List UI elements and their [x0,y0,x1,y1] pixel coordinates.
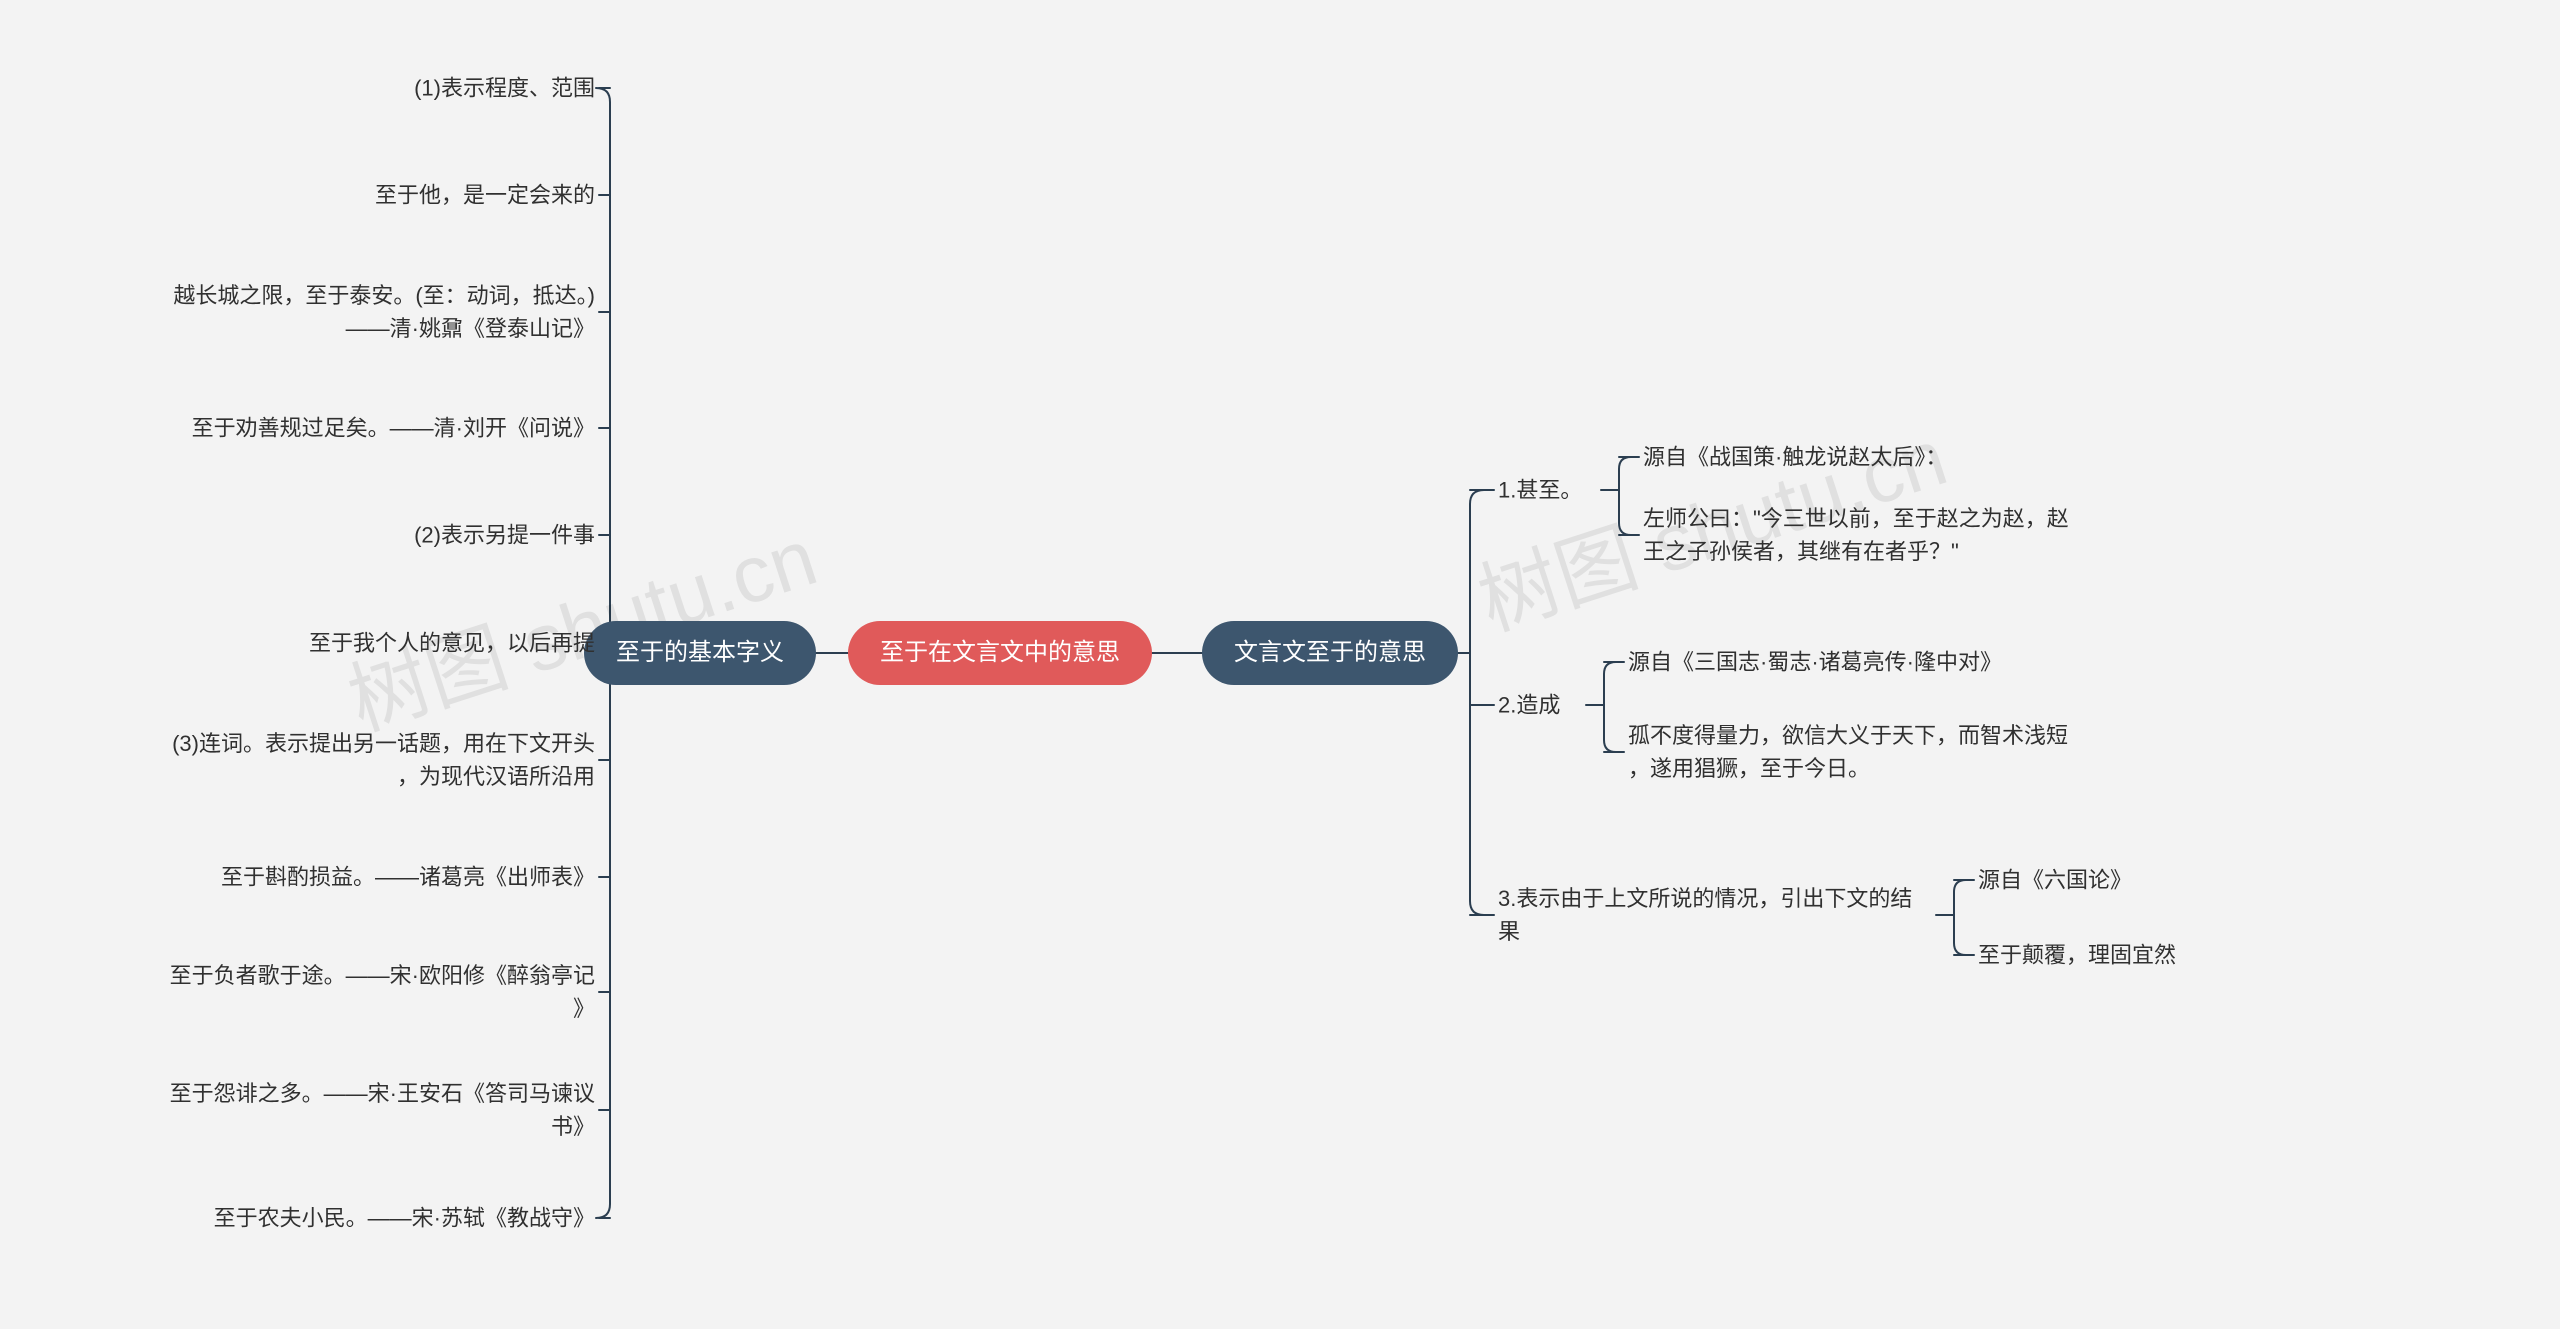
center-node: 至于在文言文中的意思 [848,621,1152,685]
right-mid-0: 1.甚至。 [1498,474,1593,507]
left-leaf-6: (3)连词。表示提出另一话题，用在下文开头 ，为现代汉语所沿用 [115,727,595,793]
node-layer: 树图 shutu.cn树图 shutu.cn至于在文言文中的意思至于的基本字义文… [0,0,2560,1329]
right-leaf-0-0: 源自《战国策·触龙说赵太后》： [1643,441,1983,474]
left-leaf-1: 至于他，是一定会来的 [325,179,595,212]
right-mid-1: 2.造成 [1498,689,1578,722]
left-leaf-8: 至于负者歌于途。——宋·欧阳修《醉翁亭记 》 [135,959,595,1025]
right-leaf-1-1: 孤不度得量力，欲信大义于天下，而智术浅短 ，遂用猖獗，至于今日。 [1628,719,2088,785]
right-leaf-0-1: 左师公曰："今三世以前，至于赵之为赵，赵 王之子孙侯者，其继有在者乎？" [1643,502,2103,568]
left-leaf-9: 至于怨诽之多。——宋·王安石《答司马谏议 书》 [135,1077,595,1143]
left-leaf-4: (2)表示另提一件事 [395,519,595,552]
left-leaf-0: (1)表示程度、范围 [385,72,595,105]
left-leaf-2: 越长城之限，至于泰安。(至：动词，抵达。) ——清·姚鼐《登泰山记》 [135,279,595,345]
left-leaf-3: 至于劝善规过足矣。——清·刘开《问说》 [185,412,595,445]
left-leaf-5: 至于我个人的意见，以后再提 [265,627,595,660]
right-mid-2: 3.表示由于上文所说的情况，引出下文的结果 [1498,882,1928,948]
right-branch-node: 文言文至于的意思 [1202,621,1458,685]
left-branch-node: 至于的基本字义 [584,621,816,685]
right-leaf-2-0: 源自《六国论》 [1978,864,2158,897]
right-leaf-1-0: 源自《三国志·蜀志·诸葛亮传·隆中对》 [1628,646,2058,679]
left-leaf-10: 至于农夫小民。——宋·苏轼《教战守》 [195,1202,595,1235]
left-leaf-7: 至于斟酌损益。——诸葛亮《出师表》 [185,861,595,894]
right-leaf-2-1: 至于颠覆，理固宜然 [1978,939,2198,972]
